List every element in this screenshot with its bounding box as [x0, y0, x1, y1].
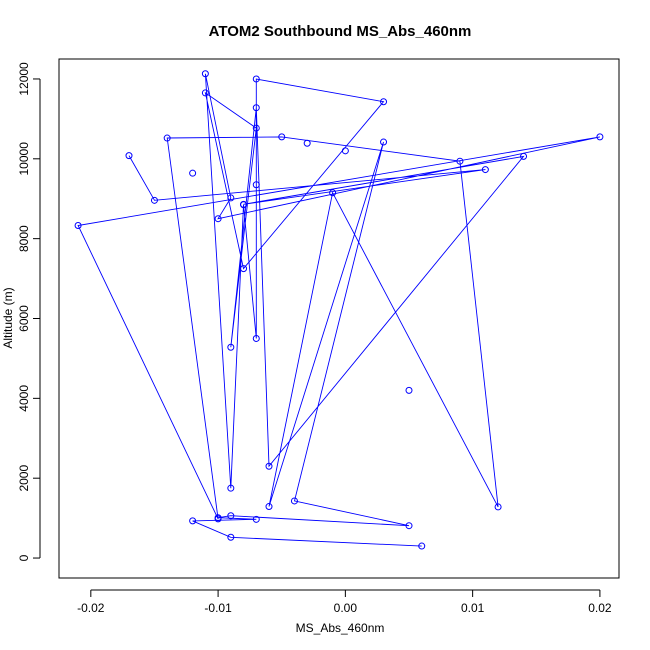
data-point	[329, 189, 337, 197]
data-point	[240, 265, 248, 273]
data-point	[405, 522, 413, 530]
x-tick-label: -0.02	[77, 601, 105, 615]
x-axis: -0.02 -0.01 0.00 0.01 0.02	[77, 589, 612, 615]
data-point	[150, 196, 158, 204]
data-point	[227, 484, 235, 492]
data-point	[189, 517, 197, 525]
data-point	[265, 503, 273, 511]
data-point	[303, 139, 311, 147]
x-tick-label: 0.02	[588, 601, 612, 615]
data-point	[405, 386, 413, 394]
x-tick-label: 0.00	[334, 601, 358, 615]
data-point	[189, 169, 197, 177]
series-layer	[74, 70, 604, 550]
y-tick-label: 0	[17, 554, 31, 561]
data-point	[201, 89, 209, 97]
y-tick-label: 8000	[17, 225, 31, 252]
data-point	[125, 152, 133, 160]
data-point	[456, 157, 464, 165]
x-tick-label: 0.01	[461, 601, 485, 615]
data-point	[163, 134, 171, 142]
data-point	[494, 503, 502, 511]
data-point	[227, 512, 235, 520]
data-point	[481, 166, 489, 174]
data-point	[227, 533, 235, 541]
data-point	[74, 221, 82, 229]
x-axis-label: MS_Abs_460nm	[296, 621, 385, 635]
data-point	[201, 70, 209, 78]
x-tick-label: -0.01	[204, 601, 232, 615]
plot-area-frame	[58, 58, 620, 579]
y-tick-label: 4000	[17, 385, 31, 412]
data-point	[227, 194, 235, 202]
data-point	[214, 215, 222, 223]
data-point	[596, 133, 604, 141]
data-point	[380, 138, 388, 146]
data-point	[278, 133, 286, 141]
chart-title: ATOM2 Southbound MS_Abs_460nm	[209, 23, 472, 40]
y-axis: 0 2000 4000 6000 8000 10000 12000	[17, 62, 41, 561]
data-point	[290, 497, 298, 505]
y-tick-label: 10000	[17, 142, 31, 176]
data-point	[252, 515, 260, 523]
data-point	[252, 334, 260, 342]
y-axis-label: Altitude (m)	[1, 287, 15, 348]
data-point	[240, 200, 248, 208]
y-tick-label: 12000	[17, 62, 31, 96]
series-line	[77, 73, 600, 547]
data-point	[252, 75, 260, 83]
data-point	[520, 152, 528, 160]
data-point	[265, 462, 273, 470]
data-point	[227, 343, 235, 351]
data-point	[418, 542, 426, 550]
data-point	[252, 181, 260, 189]
data-point	[341, 147, 349, 155]
data-point	[380, 98, 388, 106]
y-tick-label: 6000	[17, 305, 31, 332]
data-point	[214, 515, 222, 523]
data-point	[252, 124, 260, 132]
y-tick-label: 2000	[17, 465, 31, 492]
data-point	[252, 104, 260, 112]
